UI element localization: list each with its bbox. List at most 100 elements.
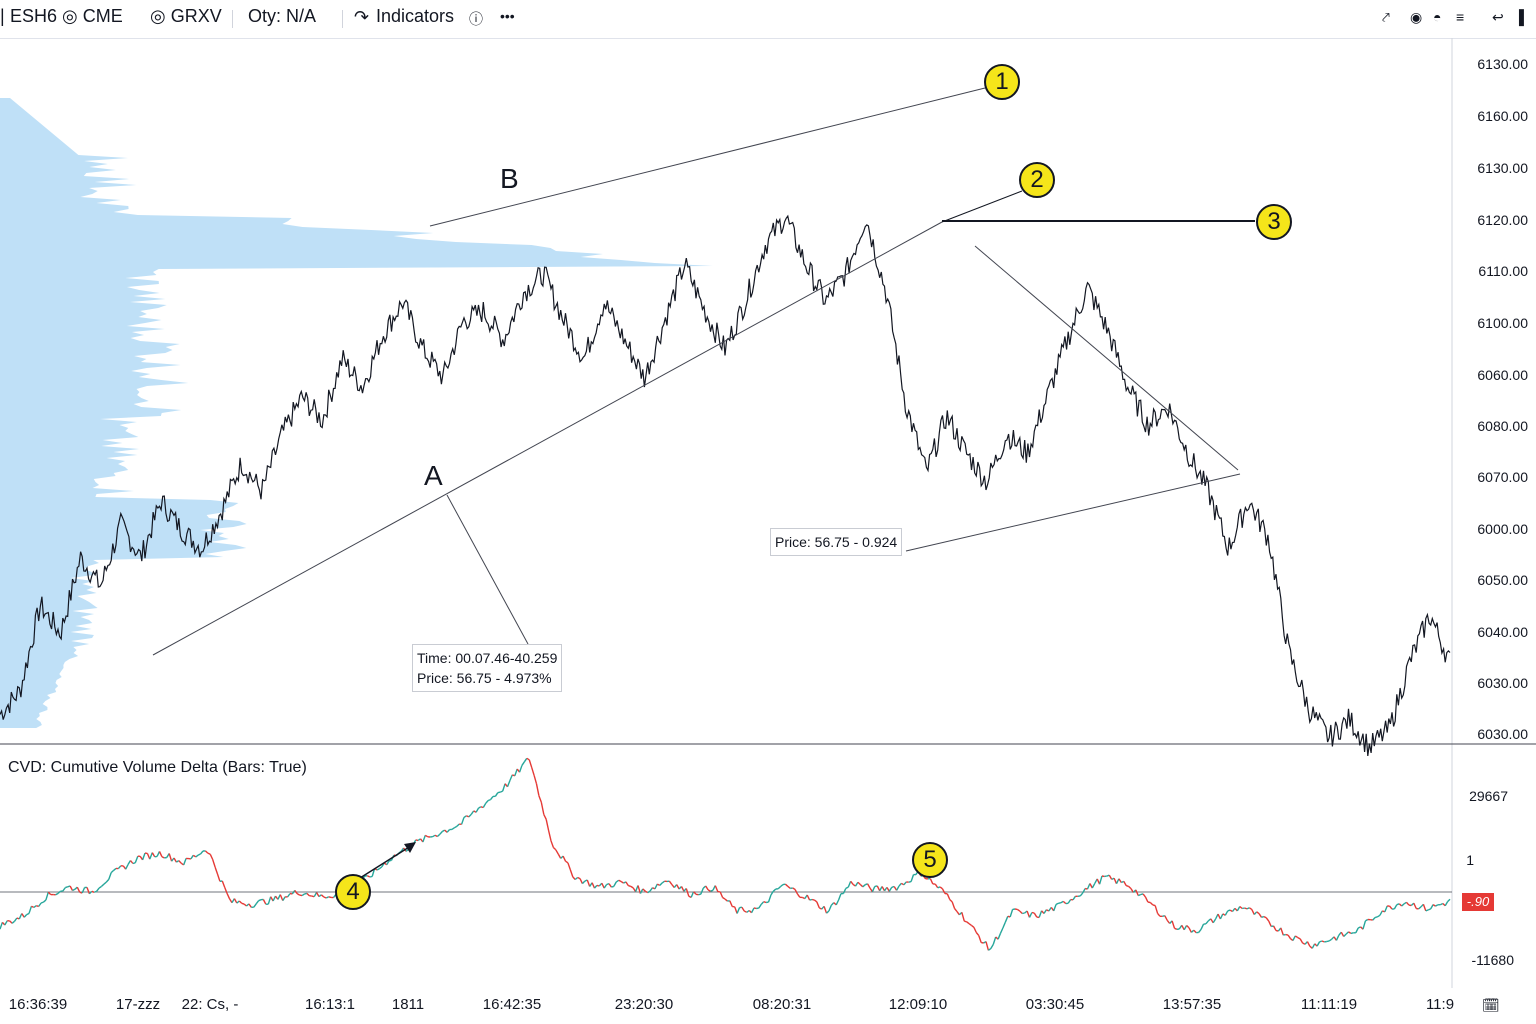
cvd-segment	[204, 850, 209, 854]
cvd-segment	[910, 874, 915, 882]
cvd-segment	[949, 899, 953, 903]
cvd-segment	[1311, 943, 1316, 949]
cvd-segment	[301, 893, 305, 897]
time-tick: 12:09:10	[888, 996, 948, 1013]
cvd-segment	[565, 860, 569, 864]
cvd-segment	[38, 902, 42, 907]
cvd-segment	[1287, 934, 1292, 940]
cvd-segment	[975, 932, 980, 937]
cvd-segment	[654, 883, 658, 890]
cvd-segment	[156, 851, 161, 857]
annotation-badge-5[interactable]: 5	[912, 842, 948, 878]
cvd-segment	[304, 892, 308, 895]
cvd-segment	[538, 795, 542, 803]
drawing-tool-icon[interactable]: ⤤	[1382, 9, 1390, 25]
cvd-segment	[258, 899, 262, 902]
cvd-segment	[567, 862, 571, 870]
qty-label[interactable]: Oty: N/A	[248, 6, 317, 26]
cvd-segment	[521, 761, 525, 766]
upper-wedge-line[interactable]	[429, 87, 986, 227]
measure-line-a[interactable]	[446, 494, 529, 645]
wave-label-a: A	[424, 460, 443, 491]
cvd-segment	[424, 834, 429, 838]
annotation-badge-2[interactable]: 2	[1019, 162, 1055, 198]
arrow-4-shaft[interactable]	[359, 843, 415, 879]
cvd-segment	[581, 880, 586, 885]
cvd-segment	[1022, 912, 1025, 915]
cvd-segment	[323, 896, 327, 899]
cvd-segment	[1031, 911, 1035, 914]
cvd-segment	[224, 887, 228, 894]
cvd-segment	[132, 862, 136, 865]
cvd-segment	[1405, 901, 1410, 906]
alert-icon[interactable]: ◓	[1433, 9, 1442, 25]
info-icon[interactable]: ⓘ	[469, 11, 483, 27]
cvd-segment	[801, 896, 806, 900]
cvd-segment	[601, 882, 605, 889]
badge-2-pointer[interactable]	[941, 190, 1023, 223]
cvd-segment	[282, 896, 286, 901]
cvd-segment	[1447, 898, 1451, 903]
cvd-segment	[796, 893, 801, 898]
cvd-segment	[1299, 938, 1304, 944]
cvd-segment	[296, 893, 301, 896]
cvd-segment	[233, 898, 238, 904]
cvd-segment	[125, 864, 129, 870]
cvd-segment	[1251, 909, 1255, 915]
cvd-segment	[784, 883, 789, 887]
cvd-segment	[1079, 892, 1084, 897]
cvd-tick-mid: 1	[1466, 852, 1474, 868]
indicators-button[interactable]: Indicators	[376, 6, 455, 26]
annotation-badge-1[interactable]: 1	[984, 64, 1020, 100]
symbol-selector[interactable]: ESH6 ◎ CME	[10, 6, 123, 26]
cvd-segment	[854, 881, 859, 887]
chart-canvas[interactable]	[0, 38, 1536, 1008]
cvd-segment	[306, 892, 310, 897]
cvd-segment	[40, 901, 44, 904]
cvd-segment	[937, 886, 941, 889]
cvd-segment	[386, 860, 390, 866]
cvd-segment	[320, 894, 325, 898]
cvd-segment	[850, 880, 854, 885]
time-tick: 08:20:31	[752, 996, 812, 1013]
collapse-icon[interactable]: ↩	[1492, 9, 1504, 25]
more-menu-button[interactable]: •••	[500, 8, 515, 24]
panel-toggle-icon[interactable]: ▐	[1514, 9, 1524, 25]
time-tick: 16:42:35	[482, 996, 542, 1013]
cvd-segment	[1350, 932, 1354, 935]
time-tick: 13:57:35	[1162, 996, 1222, 1013]
cvd-segment	[1377, 914, 1381, 918]
cvd-segment	[432, 834, 436, 838]
cvd-segment	[214, 866, 219, 875]
calendar-icon[interactable]: 🗓	[1482, 997, 1500, 1013]
annotation-badge-3[interactable]: 3	[1256, 204, 1292, 240]
lower-wedge-line[interactable]	[152, 221, 943, 656]
cvd-segment	[1374, 916, 1378, 919]
cvd-indicator-title[interactable]: CVD: Cumutive Volume Delta (Bars: True)	[8, 759, 307, 776]
time-tick: 23:20:30	[614, 996, 674, 1013]
menu-icon[interactable]: ≡	[1456, 9, 1465, 25]
cvd-segment	[842, 888, 847, 894]
annotation-badge-4[interactable]: 4	[335, 874, 371, 910]
cvd-segment	[1098, 875, 1103, 885]
cvd-segment	[94, 890, 97, 893]
cvd-segment	[1229, 909, 1233, 913]
cvd-segment	[299, 894, 303, 897]
cvd-segment	[475, 807, 480, 813]
cvd-segment	[1306, 941, 1311, 947]
measure-line-b[interactable]	[905, 473, 1241, 552]
cvd-segment	[964, 920, 967, 923]
cvd-segment	[1002, 922, 1006, 929]
cvd-segment	[743, 910, 748, 913]
cvd-segment	[1130, 888, 1134, 893]
indicators-icon[interactable]: ↷	[354, 7, 370, 27]
exchange-label[interactable]: ◎ GRXV	[150, 6, 222, 26]
cvd-segment	[562, 855, 567, 862]
price-tick: 6060.00	[1477, 367, 1528, 383]
cvd-segment	[439, 831, 443, 835]
cvd-segment	[509, 774, 513, 781]
cvd-segment	[758, 903, 762, 909]
cvd-segment	[760, 901, 765, 905]
record-icon[interactable]: ◉	[1410, 9, 1423, 25]
descending-trend-line[interactable]	[974, 245, 1239, 471]
